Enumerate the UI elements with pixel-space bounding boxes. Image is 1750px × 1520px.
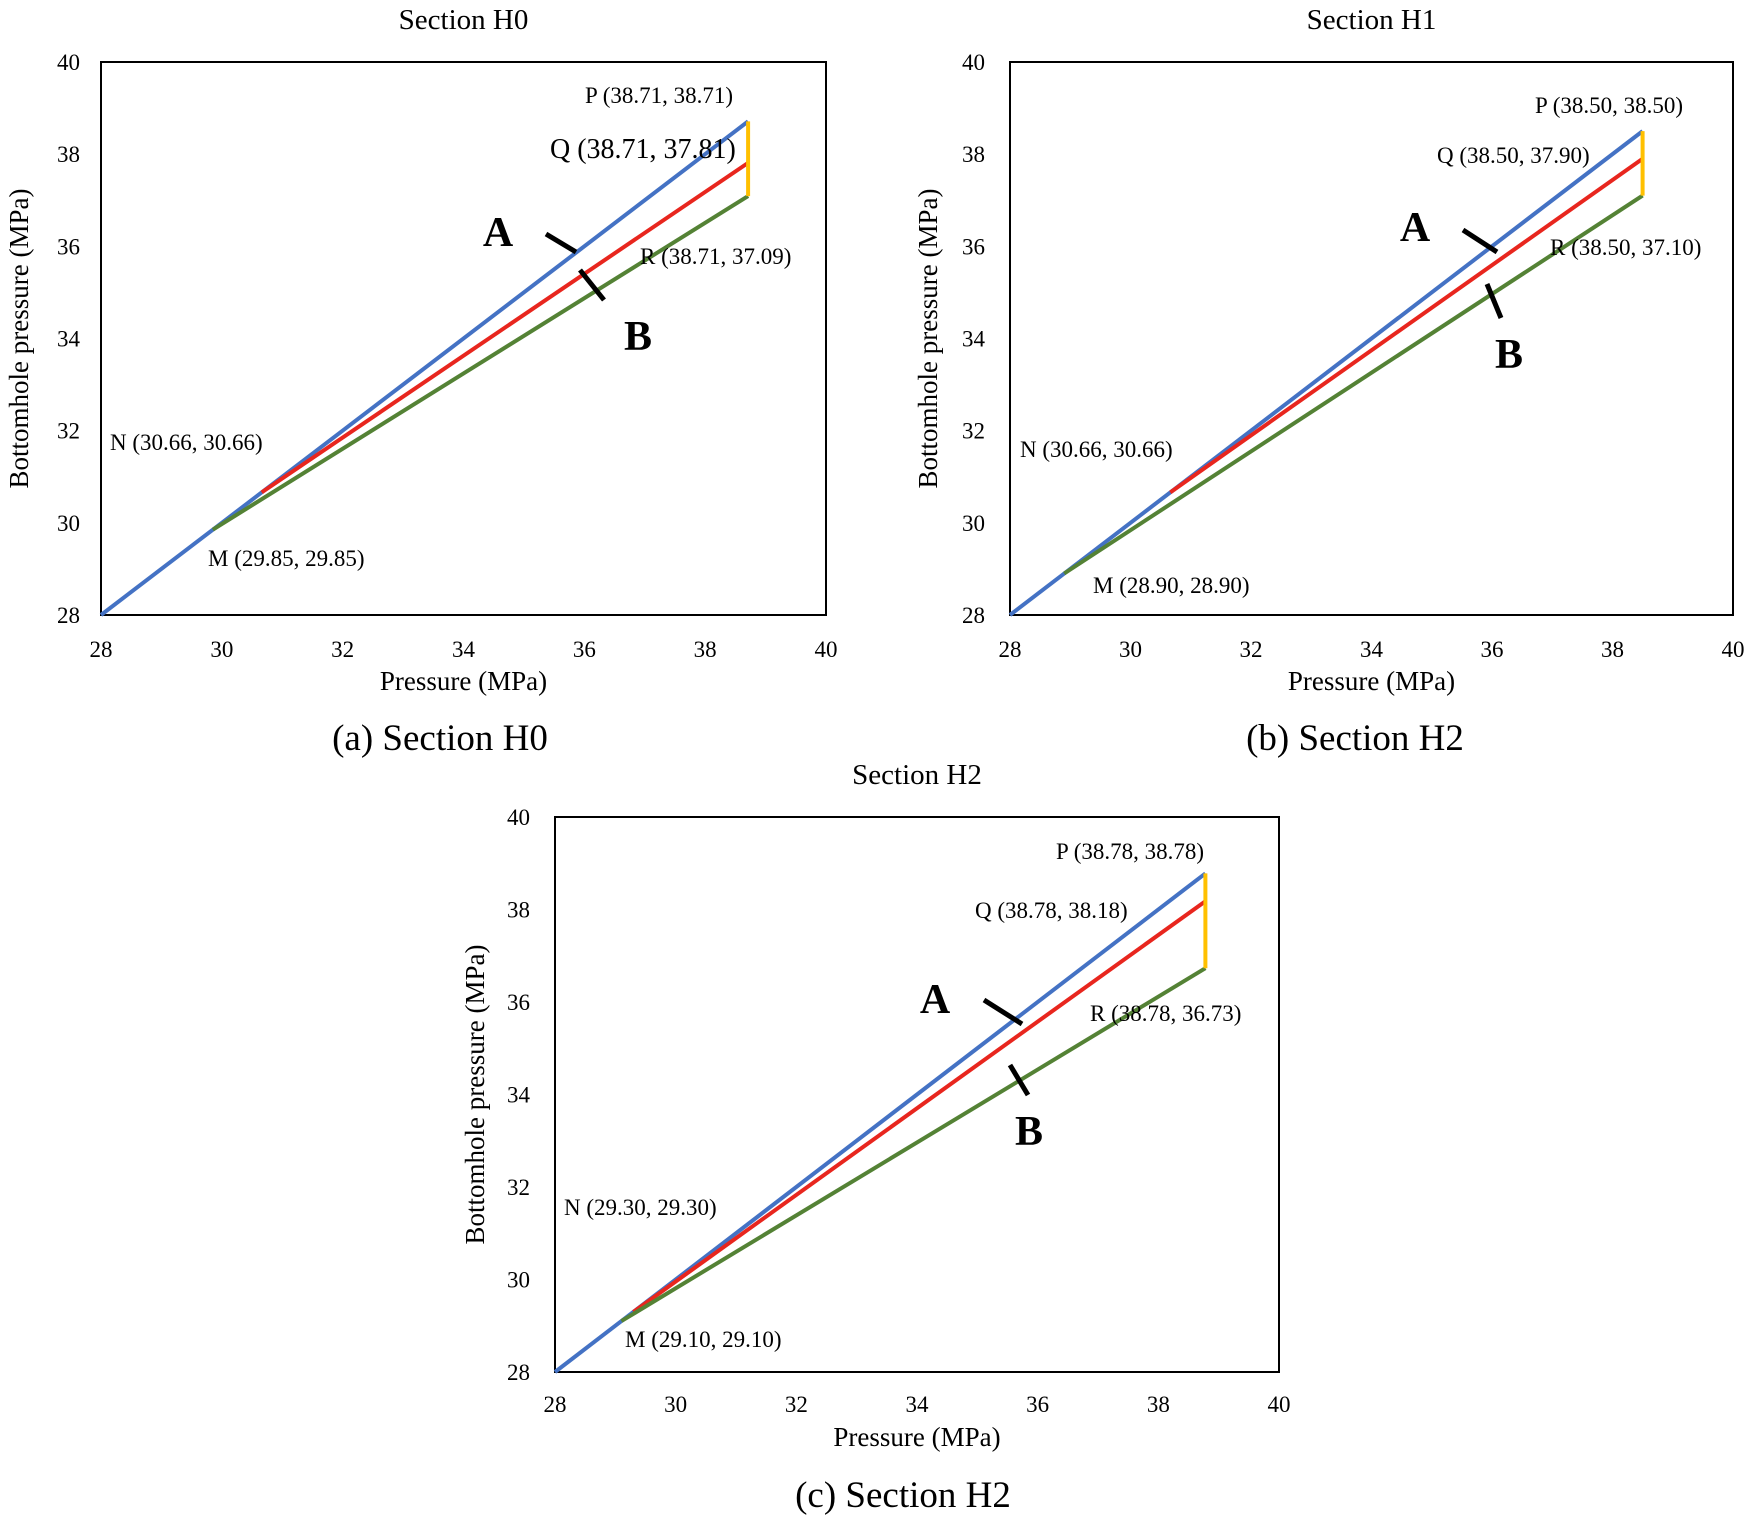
series-line-green: [620, 966, 1207, 1323]
x-tick-label: 30: [664, 1392, 687, 1417]
marker-line-a: [544, 231, 578, 255]
y-tick-label: 36: [57, 234, 80, 259]
point-label: P (38.78, 38.78): [1056, 839, 1204, 864]
x-tick-label: 36: [1026, 1392, 1049, 1417]
x-tick-label: 40: [1722, 637, 1745, 662]
chart-title: Section H1: [1307, 4, 1437, 36]
series-line-red: [632, 899, 1207, 1314]
series-line-green: [1063, 193, 1644, 576]
y-tick-label: 38: [962, 142, 985, 167]
x-tick-label: 34: [452, 637, 476, 662]
y-tick-label: 28: [57, 603, 80, 628]
x-tick-label: 32: [331, 637, 354, 662]
point-label: M (28.90, 28.90): [1093, 573, 1250, 598]
point-label: R (38.50, 37.10): [1550, 235, 1701, 260]
y-tick-label: 36: [507, 990, 530, 1015]
point-label: Q (38.71, 37.81): [550, 134, 736, 165]
figure-caption: (b) Section H2: [1246, 718, 1464, 759]
series-line-green: [211, 194, 750, 532]
marker-letter-b: B: [1495, 332, 1523, 378]
y-axis-title: Bottomhole pressure (MPa): [460, 945, 490, 1245]
chart-panel-1: Section H0 28 30 32 34 36 38 40 28 30 32 34 36 38 40 Pr…: [4, 4, 838, 759]
x-tick-label: 40: [815, 637, 838, 662]
marker-letter-b: B: [1015, 1109, 1043, 1155]
figure-caption: (c) Section H2: [795, 1475, 1011, 1516]
x-tick-label: 32: [785, 1392, 808, 1417]
marker-line-a: [982, 997, 1024, 1027]
series-line-red: [1169, 157, 1644, 495]
x-tick-label: 28: [999, 637, 1022, 662]
y-tick-label: 28: [962, 603, 985, 628]
x-tick-label: 28: [544, 1392, 567, 1417]
marker-line-a: [1461, 227, 1499, 255]
x-tick-label: 34: [906, 1392, 930, 1417]
marker-line-b: [578, 268, 606, 302]
plot-area-frame: [100, 61, 827, 616]
series-line-blue: [99, 119, 750, 617]
y-tick-label: 28: [507, 1360, 530, 1385]
y-tick-label: 38: [57, 142, 80, 167]
y-tick-label: 38: [507, 898, 530, 923]
point-label: M (29.85, 29.85): [208, 546, 365, 571]
chart-title: Section H2: [852, 759, 982, 791]
y-tick-label: 30: [962, 511, 985, 536]
x-tick-label: 30: [210, 637, 233, 662]
y-axis-title: Bottomhole pressure (MPa): [4, 189, 34, 489]
series-line-red: [260, 161, 750, 495]
x-axis-title: Pressure (MPa): [1288, 666, 1455, 696]
x-tick-label: 28: [90, 637, 113, 662]
plot-area-frame: [1009, 61, 1734, 616]
x-tick-label: 38: [1147, 1392, 1170, 1417]
chart-panel-3: Section H2 28 30 32 34 36 38 40 28 30 32 34 36 38 40 Pr…: [460, 759, 1291, 1516]
point-label: Q (38.78, 38.18): [975, 898, 1128, 923]
point-label: R (38.71, 37.09): [640, 244, 791, 269]
plot-area-frame: [554, 816, 1280, 1373]
marker-letter-a: A: [483, 210, 514, 256]
y-tick-label: 40: [962, 50, 985, 75]
marker-letter-a: A: [920, 977, 951, 1023]
x-tick-label: 38: [1601, 637, 1624, 662]
y-tick-label: 32: [507, 1175, 530, 1200]
x-tick-label: 32: [1240, 637, 1263, 662]
x-tick-label: 34: [1360, 637, 1384, 662]
y-tick-label: 32: [57, 419, 80, 444]
point-label: N (30.66, 30.66): [1020, 437, 1173, 462]
series-line-blue: [1008, 129, 1644, 617]
y-tick-label: 30: [507, 1268, 530, 1293]
y-tick-label: 34: [507, 1083, 531, 1108]
chart-panel-2: Section H1 28 30 32 34 36 38 40 28 30 32 34 36 38 40 Pr…: [913, 4, 1745, 759]
point-label: P (38.71, 38.71): [585, 83, 733, 108]
point-label: P (38.50, 38.50): [1535, 93, 1683, 118]
marker-letter-b: B: [624, 314, 652, 360]
x-axis-title: Pressure (MPa): [833, 1422, 1000, 1452]
y-tick-label: 40: [507, 805, 530, 830]
point-label: M (29.10, 29.10): [625, 1327, 782, 1352]
x-tick-label: 36: [1481, 637, 1504, 662]
y-axis-title: Bottomhole pressure (MPa): [913, 189, 943, 489]
chart-title: Section H0: [399, 4, 529, 36]
x-tick-label: 38: [694, 637, 717, 662]
x-tick-label: 40: [1268, 1392, 1291, 1417]
y-tick-label: 34: [57, 327, 81, 352]
marker-letter-a: A: [1400, 205, 1431, 251]
marker-line-b: [1007, 1063, 1031, 1097]
y-tick-label: 32: [962, 419, 985, 444]
marker-line-b: [1484, 283, 1504, 319]
y-tick-label: 30: [57, 511, 80, 536]
point-label: N (29.30, 29.30): [564, 1195, 717, 1220]
point-label: Q (38.50, 37.90): [1437, 143, 1590, 168]
point-label: N (30.66, 30.66): [110, 430, 263, 455]
x-axis-title: Pressure (MPa): [380, 666, 547, 696]
point-label: R (38.78, 36.73): [1090, 1001, 1241, 1026]
x-tick-label: 36: [573, 637, 596, 662]
x-tick-label: 30: [1119, 637, 1142, 662]
figure-caption: (a) Section H0: [332, 718, 548, 759]
y-tick-label: 36: [962, 234, 985, 259]
y-tick-label: 34: [962, 327, 986, 352]
y-tick-label: 40: [57, 50, 80, 75]
